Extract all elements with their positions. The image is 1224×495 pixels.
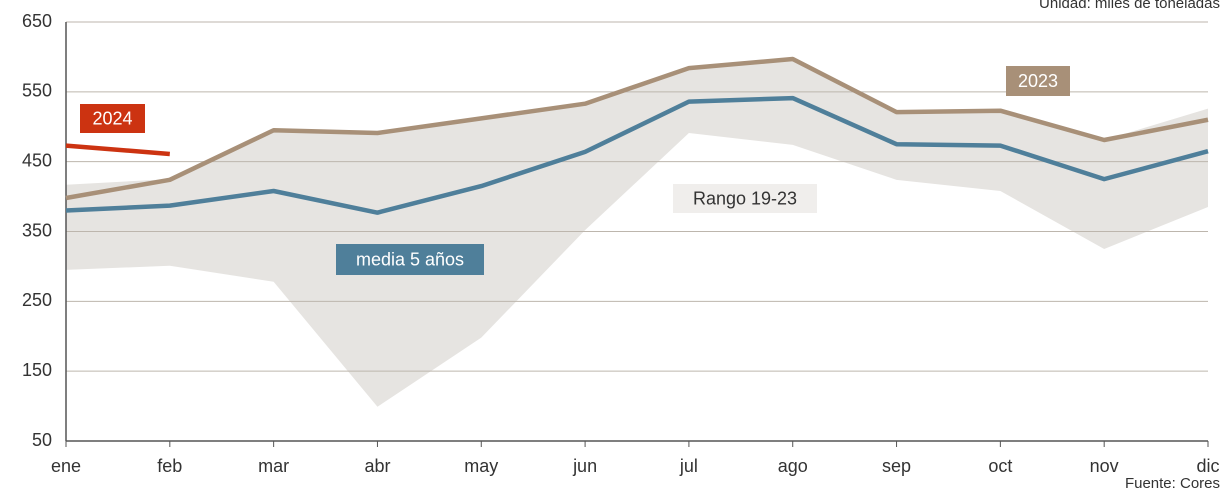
series-label-box (336, 244, 484, 275)
x-tick-label: ene (51, 456, 81, 476)
line (65, 56, 1209, 201)
x-tick-label: abr (364, 456, 390, 476)
series-label-box (80, 104, 145, 133)
y-tick-label: 50 (32, 430, 52, 450)
x-tick-label: ago (778, 456, 808, 476)
line (65, 95, 1209, 215)
x-tick-label: sep (882, 456, 911, 476)
x-tick-label: nov (1090, 456, 1119, 476)
unit-note: Unidad: miles de toneladas (1039, 0, 1220, 12)
y-tick-label: 150 (22, 360, 52, 380)
y-tick-label: 450 (22, 150, 52, 170)
x-tick-label: jun (572, 456, 597, 476)
y-tick-label: 650 (22, 11, 52, 31)
source: Fuente: Cores (1125, 475, 1220, 492)
band-label-box (673, 184, 817, 213)
x-tick-label: mar (258, 456, 289, 476)
range-band (66, 59, 1208, 407)
y-tick-label: 350 (22, 220, 52, 240)
y-tick-label: 250 (22, 290, 52, 310)
series-label-box (1006, 66, 1070, 96)
x-tick-label: dic (1196, 456, 1219, 476)
series-label: media 5 años (356, 249, 464, 269)
series-label: 2023 (1018, 71, 1058, 91)
y-tick-label: 550 (22, 81, 52, 101)
line (65, 143, 170, 157)
series-label: 2024 (92, 108, 132, 128)
band-label: Rango 19-23 (693, 188, 797, 208)
x-tick-label: jul (679, 456, 698, 476)
x-tick-label: feb (157, 456, 182, 476)
x-tick-label: may (464, 456, 498, 476)
x-tick-label: oct (988, 456, 1012, 476)
